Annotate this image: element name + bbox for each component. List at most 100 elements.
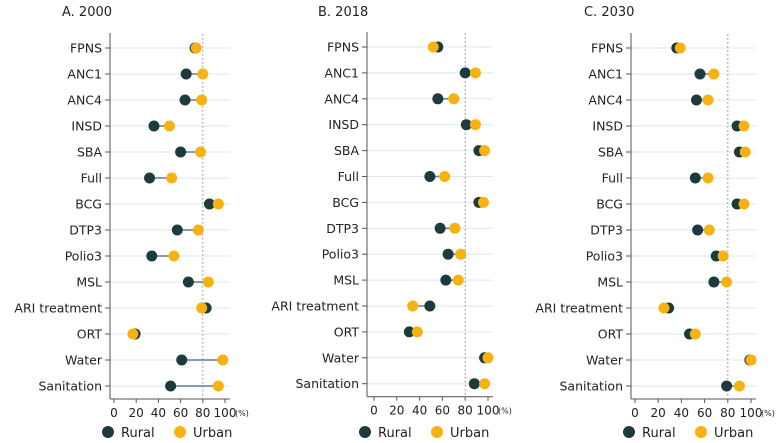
urban-point [745, 354, 757, 366]
y-tick-label: SBA [334, 143, 360, 158]
y-tick-label: DTP3 [590, 223, 623, 238]
panel-0: A. 2000 FPNS ANC1 ANC4 INSD SBA Full BCG DTP3 Pol… [14, 5, 248, 441]
y-tick-label: Polio3 [586, 249, 623, 264]
x-tick-label: 40 [412, 404, 427, 418]
urban-point [738, 120, 750, 132]
urban-point [212, 198, 224, 210]
y-tick-label: FPNS [70, 41, 102, 56]
y-tick-label: ANC4 [67, 93, 102, 108]
y-tick-label: Sanitation [296, 376, 360, 391]
y-tick-label: ANC1 [324, 65, 359, 80]
y-tick-label: Water [65, 353, 103, 368]
y-tick-label: ARI treatment [271, 299, 359, 314]
urban-point [689, 328, 701, 340]
urban-point [192, 224, 204, 236]
y-tick-label: ARI treatment [535, 301, 623, 316]
urban-point [482, 352, 494, 364]
y-tick-label: ANC1 [588, 67, 623, 82]
urban-point [196, 302, 208, 314]
legend-urban-label: Urban [193, 426, 232, 441]
x-tick-label: 60 [697, 406, 712, 420]
y-tick-label: MSL [333, 273, 359, 288]
y-tick-label: DTP3 [326, 221, 359, 236]
y-tick-label: INSD [71, 119, 102, 134]
urban-point [479, 145, 491, 157]
urban-point [427, 41, 439, 53]
rural-point [424, 300, 436, 312]
urban-point [738, 198, 750, 210]
rural-point [690, 94, 702, 106]
rural-point [689, 172, 701, 184]
y-tick-label: ORT [598, 327, 624, 342]
x-tick-label: 60 [435, 404, 450, 418]
urban-point [452, 274, 464, 286]
panel-title: B. 2018 [318, 5, 368, 20]
y-tick-label: BCG [596, 197, 623, 212]
urban-point [702, 94, 714, 106]
y-tick-label: FPNS [327, 40, 359, 55]
y-tick-label: Full [338, 169, 359, 184]
urban-point [195, 146, 207, 158]
x-tick-label: 0 [110, 406, 118, 420]
rural-point [424, 171, 436, 182]
y-tick-label: Polio3 [65, 249, 102, 264]
y-tick-label: Full [81, 171, 102, 186]
urban-point [202, 276, 214, 288]
y-tick-label: FPNS [591, 41, 623, 56]
y-tick-label: SBA [598, 145, 624, 160]
y-tick-label: ORT [77, 327, 103, 342]
rural-point [692, 224, 704, 236]
legend-urban-label: Urban [714, 426, 753, 441]
urban-point [411, 326, 423, 338]
legend-urban-marker [431, 426, 443, 438]
legend-rural-label: Rural [121, 426, 155, 441]
rural-point [434, 222, 446, 234]
y-tick-label: MSL [597, 275, 623, 290]
x-tick-label: 40 [674, 406, 689, 420]
panel-title: C. 2030 [584, 5, 634, 20]
y-tick-label: BCG [332, 195, 359, 210]
x-tick-label: 100 [214, 406, 237, 420]
x-tick-label: 100 [740, 406, 763, 420]
y-tick-label: Water [586, 353, 624, 368]
y-tick-label: SBA [77, 145, 103, 160]
urban-point [721, 276, 733, 288]
x-tick-label: 0 [370, 404, 378, 418]
rural-point [179, 94, 191, 106]
urban-point [190, 42, 202, 54]
urban-point [717, 250, 729, 262]
legend-urban-marker [174, 426, 186, 438]
x-tick-label: 80 [458, 404, 473, 418]
panel-2: C. 2030 FPNS ANC1 ANC4 INSD SBA Full BCG DTP3 Pol… [535, 5, 774, 441]
y-tick-label: ARI treatment [14, 301, 102, 316]
rural-point [146, 250, 158, 262]
urban-point [407, 300, 419, 312]
urban-point [469, 67, 481, 79]
rural-point [403, 326, 415, 338]
y-tick-label: ANC4 [588, 93, 623, 108]
x-unit-label: (%) [498, 407, 512, 416]
x-tick-label: 80 [720, 406, 735, 420]
urban-point [217, 354, 229, 366]
rural-point [175, 146, 187, 158]
panel-title: A. 2000 [62, 5, 112, 20]
urban-point [212, 380, 224, 392]
rural-point [182, 276, 194, 288]
x-tick-label: 60 [173, 406, 188, 420]
legend-rural-marker [623, 426, 635, 438]
legend-rural-label: Rural [378, 426, 412, 441]
urban-point [708, 68, 720, 80]
rural-point [176, 354, 188, 366]
urban-point [164, 120, 175, 132]
urban-point [702, 172, 714, 184]
urban-point [658, 302, 670, 314]
y-tick-label: MSL [76, 275, 102, 290]
legend-rural-marker [359, 426, 371, 438]
urban-point [469, 119, 481, 131]
rural-point [459, 67, 471, 79]
urban-point [703, 224, 715, 236]
urban-point [674, 42, 686, 54]
legend-urban-label: Urban [450, 426, 489, 441]
